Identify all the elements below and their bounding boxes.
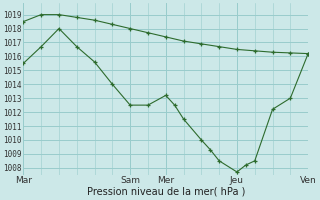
X-axis label: Pression niveau de la mer( hPa ): Pression niveau de la mer( hPa ) <box>87 187 245 197</box>
